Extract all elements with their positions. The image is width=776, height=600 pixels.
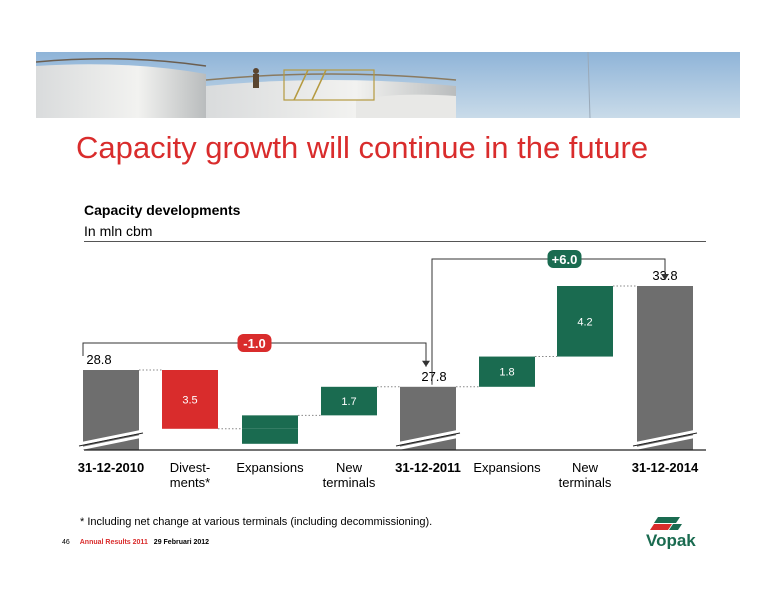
bar-7	[637, 286, 693, 450]
category-label: Expansions	[473, 460, 541, 475]
category-label: ments*	[170, 475, 210, 490]
chart-unit-label: In mln cbm	[84, 223, 153, 239]
bar-value-label: 3.5	[182, 394, 197, 406]
bridge-line	[431, 258, 666, 385]
bridge-badge	[237, 334, 272, 352]
bar-6	[557, 286, 613, 357]
slide-title: Capacity growth will continue in the fut…	[76, 130, 649, 165]
bar-2	[242, 415, 298, 429]
axis-break-mark	[632, 429, 698, 446]
chart-subtitle: Capacity developments	[84, 202, 241, 218]
bridge-label: +6.0	[552, 252, 578, 267]
footnote: * Including net change at various termin…	[80, 516, 433, 528]
footer-doc-name: Annual Results 2011	[79, 539, 148, 546]
category-label: 31-12-2010	[78, 460, 145, 475]
axis-break-mark	[395, 429, 461, 446]
axis-break-mark	[632, 434, 698, 451]
bridge-arrowhead	[661, 274, 669, 280]
bar-5	[479, 356, 535, 387]
bridge-arrowhead	[422, 360, 430, 367]
page-number: 46	[62, 539, 70, 546]
axis-break-mark	[395, 434, 461, 451]
category-label: Divest-	[170, 460, 210, 475]
vopak-logo: Vopak	[642, 515, 714, 550]
axis-break-mark	[395, 432, 461, 447]
category-label: Expansions	[236, 460, 304, 475]
bar-1	[162, 370, 218, 429]
category-label: 31-12-2014	[632, 460, 699, 475]
axis-break-mark	[78, 434, 144, 451]
category-label: New	[572, 460, 599, 475]
bar-value-label: 1.8	[499, 367, 514, 379]
axis-break-mark	[78, 429, 144, 446]
bar-3	[321, 386, 377, 416]
bar-value-label: 27.8	[421, 369, 446, 384]
logo-text: Vopak	[646, 531, 696, 549]
header-rule	[84, 241, 706, 242]
slide-footer: 46 Annual Results 2011 29 Februari 2012	[62, 539, 209, 546]
category-label: terminals	[323, 475, 376, 490]
bar-label-tab	[242, 428, 298, 444]
category-label: 31-12-2011	[395, 460, 461, 475]
axis-break-mark	[632, 432, 698, 447]
bridge-label: -1.0	[243, 336, 265, 351]
bar-value-label: 28.8	[86, 352, 111, 367]
footer-date: 29 Februari 2012	[153, 539, 210, 546]
bar-value-label: 4.2	[577, 316, 592, 328]
category-label: New	[336, 460, 363, 475]
category-label: terminals	[559, 475, 612, 490]
bridge-badge	[547, 250, 582, 268]
header-banner-photo	[36, 52, 740, 118]
bar-value-label: 1.7	[341, 396, 356, 408]
axis-break-mark	[78, 432, 144, 447]
